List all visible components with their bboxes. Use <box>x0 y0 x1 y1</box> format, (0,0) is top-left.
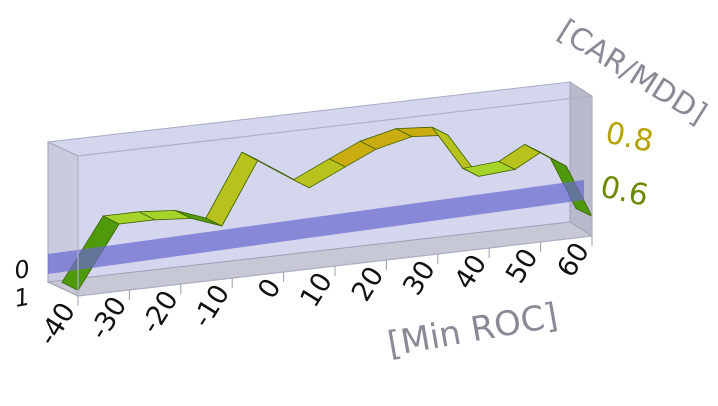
x-tick-label: 0 <box>252 273 287 304</box>
x-tick-marks <box>77 236 593 306</box>
reference-plane <box>48 180 584 274</box>
x-tick-label: -30 <box>84 291 134 345</box>
depth-tick-label: 0 <box>12 255 32 285</box>
x-tick-label: 20 <box>346 261 390 307</box>
x-tick-label: -40 <box>32 297 82 351</box>
depth-tick-label: 1 <box>12 283 32 313</box>
x-tick-label: 60 <box>551 237 595 283</box>
x-tick-label: 30 <box>397 255 441 301</box>
x-tick-label: 50 <box>500 243 544 289</box>
x-tick-label: 40 <box>449 249 493 295</box>
x-tick-label: -10 <box>186 279 236 333</box>
x-tick-label: -20 <box>135 285 185 339</box>
y-tick-label: 0.8 <box>602 116 656 160</box>
y-tick-label: 0.6 <box>597 170 651 214</box>
x-tick-label: 10 <box>294 267 338 313</box>
x-axis-title: [Min ROC] <box>385 296 561 365</box>
